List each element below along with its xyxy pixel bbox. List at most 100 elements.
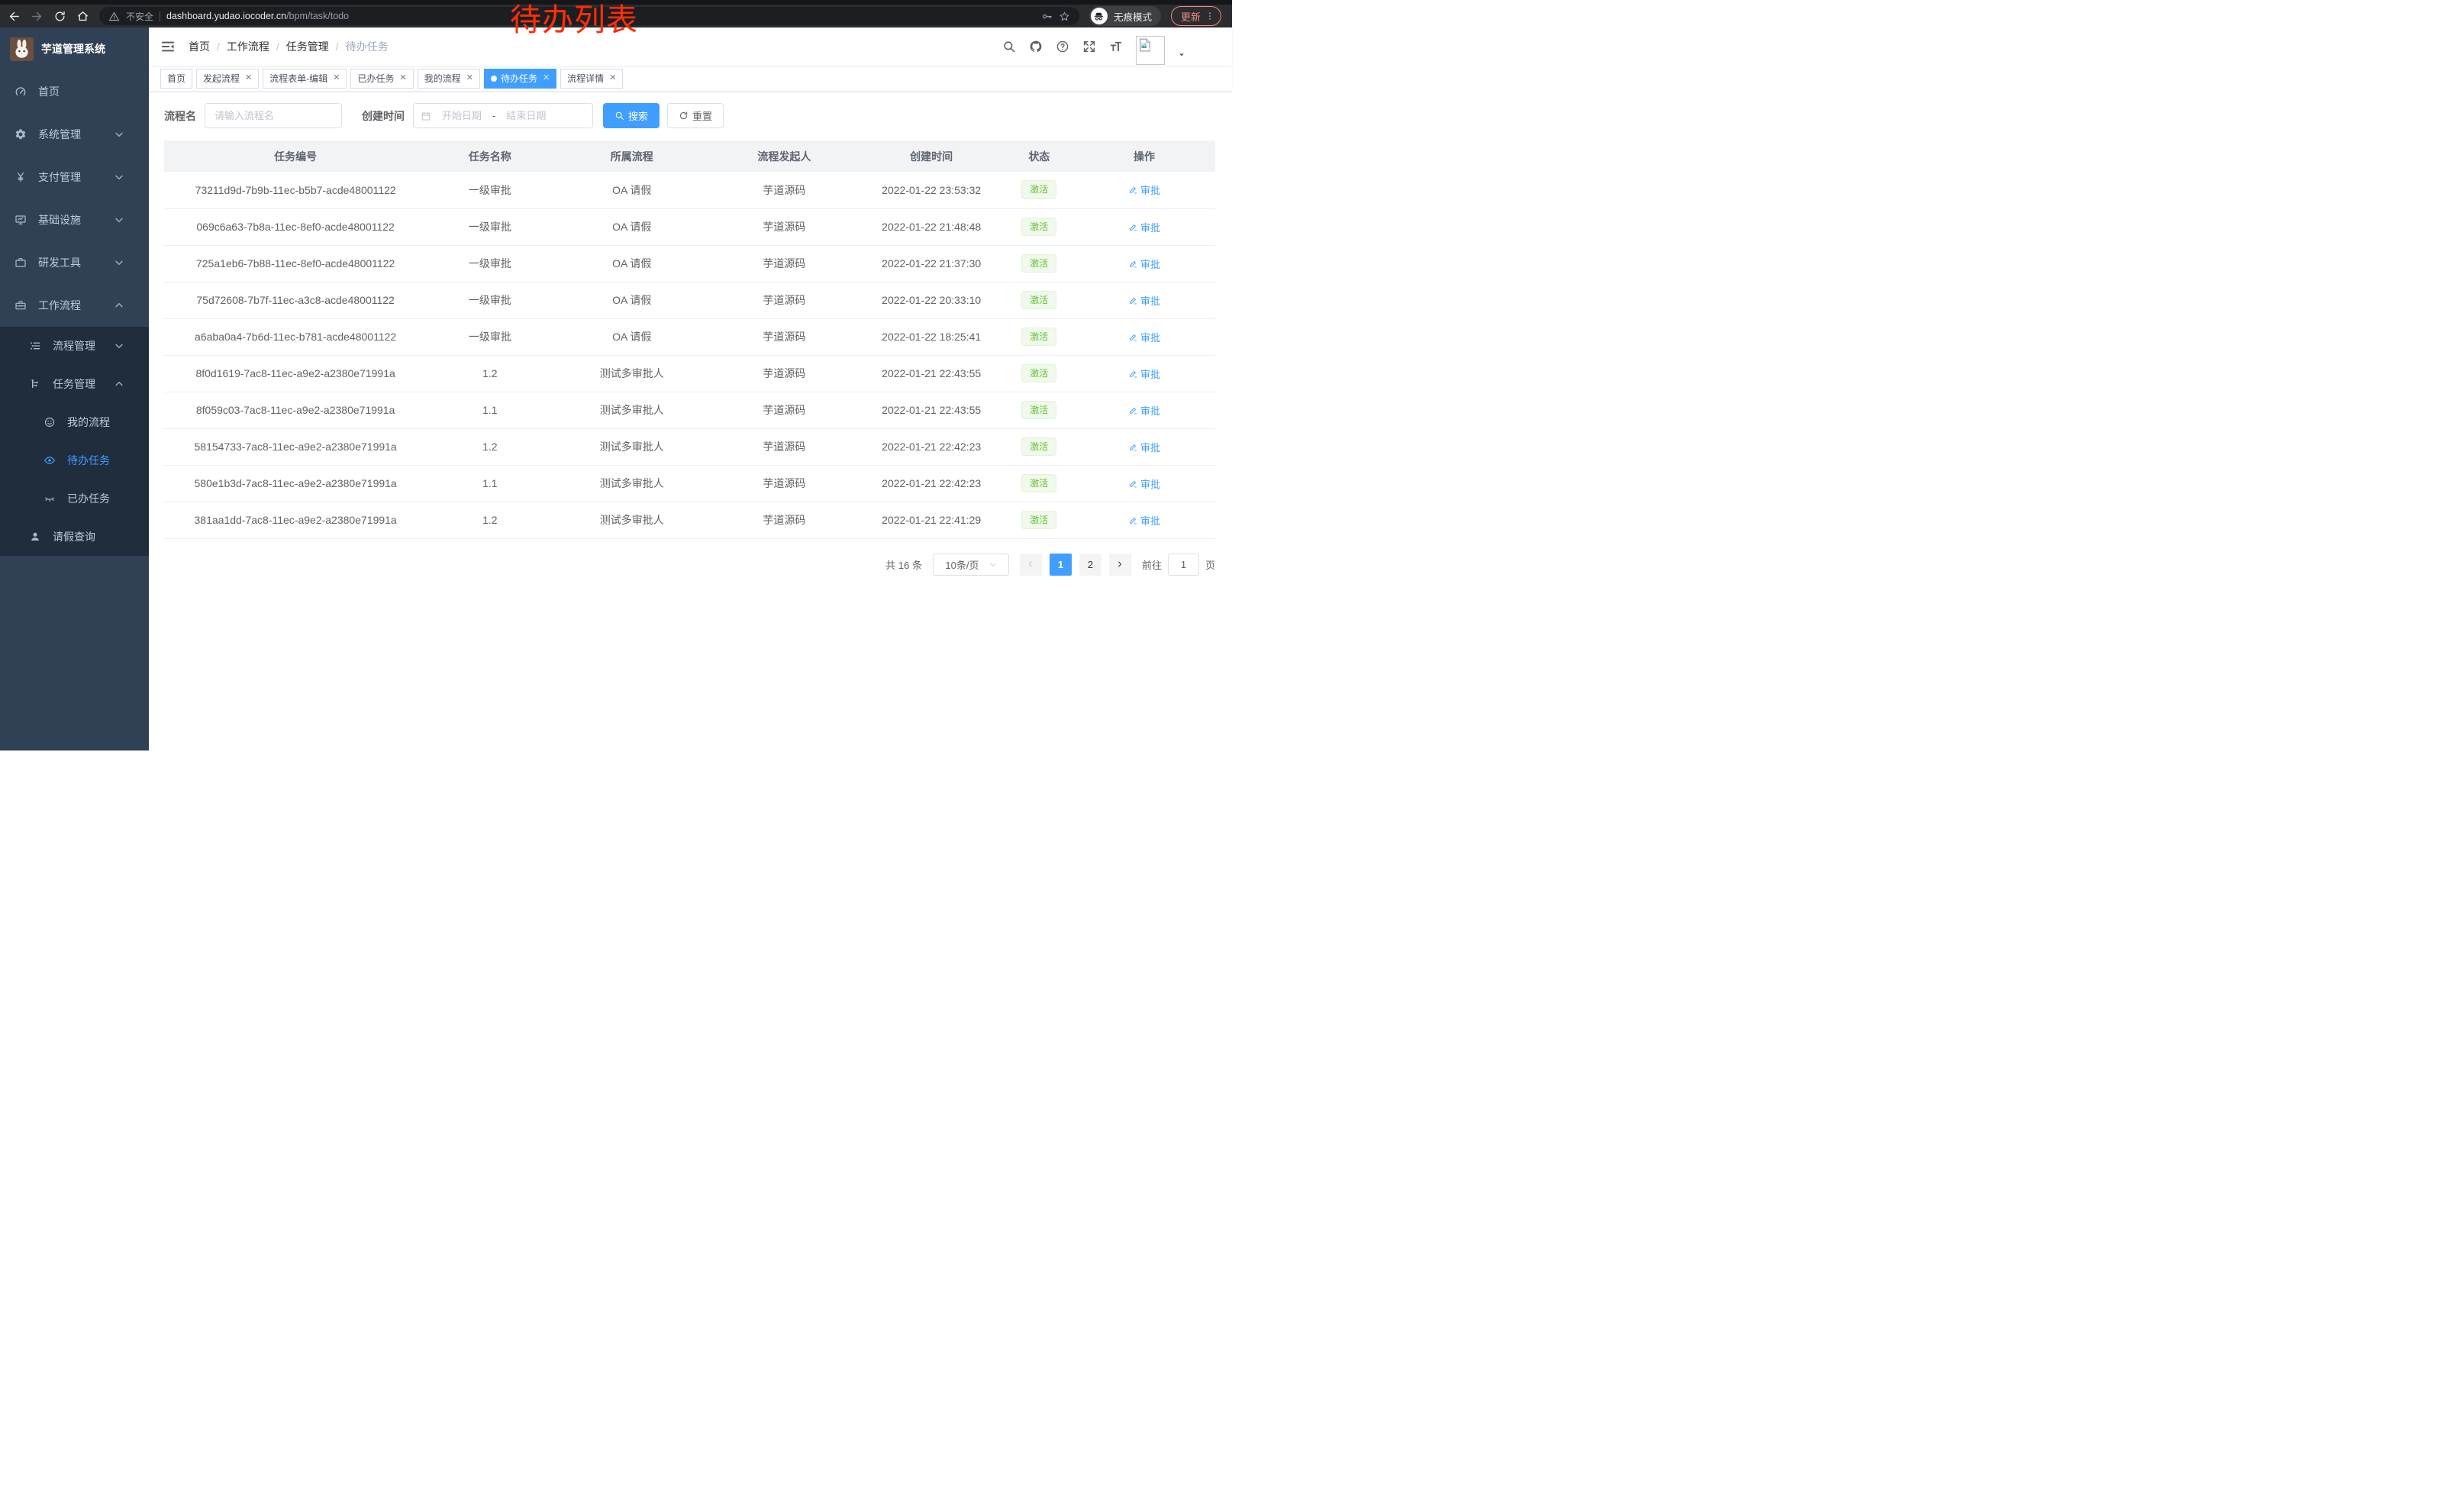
question-icon[interactable] xyxy=(1056,40,1069,53)
status-badge: 激活 xyxy=(1021,253,1057,273)
update-button[interactable]: 更新 xyxy=(1170,6,1221,26)
chevron-down-icon xyxy=(113,171,125,183)
github-icon[interactable] xyxy=(1029,40,1043,53)
sidebar-item-payment[interactable]: 支付管理 xyxy=(0,156,149,199)
approve-button[interactable]: 审批 xyxy=(1128,220,1160,234)
task-id-cell: 381aa1dd-7ac8-11ec-a9e2-a2380e71991a xyxy=(164,502,427,539)
home-icon[interactable] xyxy=(76,10,89,23)
approve-button[interactable]: 审批 xyxy=(1128,403,1160,418)
sidebar-item-label: 首页 xyxy=(38,86,60,98)
starter-cell: 芋道源码 xyxy=(711,355,858,392)
chevron-down-icon xyxy=(113,214,125,226)
close-icon[interactable]: ✕ xyxy=(399,73,407,82)
close-icon[interactable]: ✕ xyxy=(245,73,253,82)
sidebar-item-todo-task[interactable]: 待办任务 xyxy=(0,441,149,479)
sidebar-item-my-process[interactable]: 我的流程 xyxy=(0,403,149,441)
task-name-cell: 1.2 xyxy=(427,428,553,466)
search-button[interactable]: 搜索 xyxy=(603,103,660,128)
back-icon[interactable] xyxy=(8,10,21,23)
tab-待办任务[interactable]: 待办任务 ✕ xyxy=(483,68,557,89)
sidebar-logo[interactable]: 芋道管理系统 xyxy=(0,27,149,70)
sidebar-item-workflow[interactable]: 工作流程 xyxy=(0,284,149,327)
date-range-picker[interactable]: - xyxy=(413,103,593,128)
process-cell: 测试多审批人 xyxy=(553,465,711,502)
page-button-2[interactable]: 2 xyxy=(1079,553,1101,576)
action-cell: 审批 xyxy=(1073,355,1215,392)
status-cell: 激活 xyxy=(1005,465,1074,502)
next-page-button[interactable] xyxy=(1108,553,1131,576)
tab-流程详情[interactable]: 流程详情 ✕ xyxy=(560,68,624,89)
reset-button[interactable]: 重置 xyxy=(667,103,724,128)
sidebar-item-task-mgmt[interactable]: 任务管理 xyxy=(0,365,149,403)
approve-button[interactable]: 审批 xyxy=(1128,330,1160,344)
table-header-row: 任务编号 任务名称 所属流程 流程发起人 创建时间 状态 操作 xyxy=(164,140,1215,172)
create-time-cell: 2022-01-21 22:43:55 xyxy=(857,355,1005,392)
font-size-icon[interactable] xyxy=(1109,40,1123,53)
avatar[interactable] xyxy=(1136,36,1165,65)
end-date-input[interactable] xyxy=(498,110,554,121)
sidebar-item-system[interactable]: 系统管理 xyxy=(0,113,149,156)
approve-button[interactable]: 审批 xyxy=(1128,293,1160,308)
approve-button[interactable]: 审批 xyxy=(1128,257,1160,271)
close-icon[interactable]: ✕ xyxy=(466,73,473,82)
process-cell: OA 请假 xyxy=(553,172,711,209)
fullscreen-icon[interactable] xyxy=(1082,40,1096,53)
broken-image-icon xyxy=(1137,37,1153,53)
close-icon[interactable]: ✕ xyxy=(542,73,550,82)
tab-已办任务[interactable]: 已办任务 ✕ xyxy=(350,68,414,89)
chevron-down-icon[interactable] xyxy=(1178,51,1185,59)
status-cell: 激活 xyxy=(1005,245,1074,282)
status-badge: 激活 xyxy=(1021,180,1057,200)
breadcrumb-home[interactable]: 首页 xyxy=(189,40,210,53)
kebab-menu-icon[interactable] xyxy=(1205,11,1215,21)
approve-button[interactable]: 审批 xyxy=(1128,182,1160,197)
prev-page-button[interactable] xyxy=(1019,553,1042,576)
table-row: 8f0d1619-7ac8-11ec-a9e2-a2380e71991a 1.2 测… xyxy=(164,355,1215,392)
menu-fold-icon[interactable] xyxy=(160,39,176,54)
tab-我的流程[interactable]: 我的流程 ✕ xyxy=(417,68,480,89)
process-name-input[interactable] xyxy=(205,103,342,128)
approve-button[interactable]: 审批 xyxy=(1128,476,1160,491)
sidebar-item-done-task[interactable]: 已办任务 xyxy=(0,479,149,518)
face-icon xyxy=(44,416,56,428)
approve-button[interactable]: 审批 xyxy=(1128,366,1160,381)
sidebar-item-leave-query[interactable]: 请假查询 xyxy=(0,518,149,556)
approve-button[interactable]: 审批 xyxy=(1128,440,1160,454)
sidebar-menu: 首页系统管理支付管理 基础设施 研发工具 工作流程 流程管理 任务管理我的流程待办任务 已办… xyxy=(0,70,149,556)
key-icon[interactable] xyxy=(1041,11,1053,22)
table-row: 75d72608-7b7f-11ec-a3c8-acde48001122 一级审批… xyxy=(164,282,1215,319)
sidebar-item-process-mgmt[interactable]: 流程管理 xyxy=(0,327,149,365)
breadcrumb-task-mgmt[interactable]: 任务管理 xyxy=(285,40,329,53)
search-icon[interactable] xyxy=(1002,40,1016,53)
process-cell: OA 请假 xyxy=(553,208,711,246)
goto-page-input[interactable] xyxy=(1167,553,1199,576)
sidebar-item-label: 我的流程 xyxy=(67,416,110,428)
close-icon[interactable]: ✕ xyxy=(333,73,340,82)
start-date-input[interactable] xyxy=(434,110,489,121)
tab-发起流程[interactable]: 发起流程 ✕ xyxy=(196,68,260,89)
page-size-select[interactable]: 10条/页 xyxy=(932,553,1009,576)
reload-icon[interactable] xyxy=(53,10,66,23)
breadcrumb-workflow[interactable]: 工作流程 xyxy=(226,40,269,53)
approve-button[interactable]: 审批 xyxy=(1128,513,1160,528)
close-icon[interactable]: ✕ xyxy=(609,73,617,82)
sidebar-item-infra[interactable]: 基础设施 xyxy=(0,199,149,241)
page-button-1[interactable]: 1 xyxy=(1049,553,1072,576)
url-bar[interactable]: 不安全 dashboard.yudao.iocoder.cn/bpm/task/… xyxy=(99,7,1079,25)
sidebar-item-label: 系统管理 xyxy=(38,128,81,140)
forward-icon[interactable] xyxy=(31,10,44,23)
process-cell: OA 请假 xyxy=(553,282,711,319)
task-id-cell: 8f059c03-7ac8-11ec-a9e2-a2380e71991a xyxy=(164,392,427,429)
tab-流程表单-编辑[interactable]: 流程表单-编辑 ✕ xyxy=(263,68,347,89)
action-cell: 审批 xyxy=(1073,282,1215,319)
edit-icon xyxy=(1128,332,1138,342)
create-time-cell: 2022-01-21 22:42:23 xyxy=(857,465,1005,502)
table-row: 069c6a63-7b8a-11ec-8ef0-acde48001122 一级审批… xyxy=(164,208,1215,246)
sidebar-item-devtools[interactable]: 研发工具 xyxy=(0,241,149,284)
sidebar-item-home[interactable]: 首页 xyxy=(0,70,149,113)
process-cell: 测试多审批人 xyxy=(553,502,711,539)
star-icon[interactable] xyxy=(1059,11,1070,22)
process-cell: 测试多审批人 xyxy=(553,392,711,429)
edit-icon xyxy=(1128,479,1138,489)
tab-首页[interactable]: 首页 xyxy=(160,68,193,89)
